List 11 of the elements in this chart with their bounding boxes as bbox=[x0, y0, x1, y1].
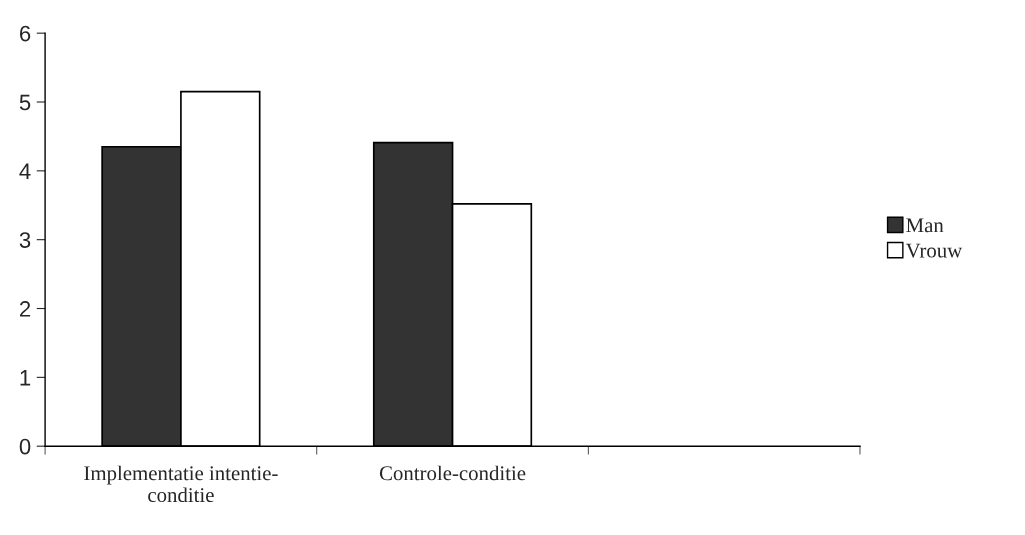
y-tick-label: 5 bbox=[19, 94, 31, 111]
legend-label: Vrouw bbox=[905, 243, 963, 258]
legend-label: Man bbox=[906, 218, 944, 233]
x-tick-label: Controle-conditie bbox=[379, 465, 526, 481]
y-tick-label: 0 bbox=[19, 438, 31, 455]
y-tick-label: 3 bbox=[19, 232, 31, 248]
y-tick-label: 1 bbox=[20, 370, 31, 386]
y-tick-label: 2 bbox=[19, 301, 31, 317]
y-tick-label: 6 bbox=[19, 25, 31, 42]
x-tick-label: Implementatie intentie- conditie bbox=[84, 465, 278, 503]
y-tick-label: 4 bbox=[19, 163, 31, 179]
